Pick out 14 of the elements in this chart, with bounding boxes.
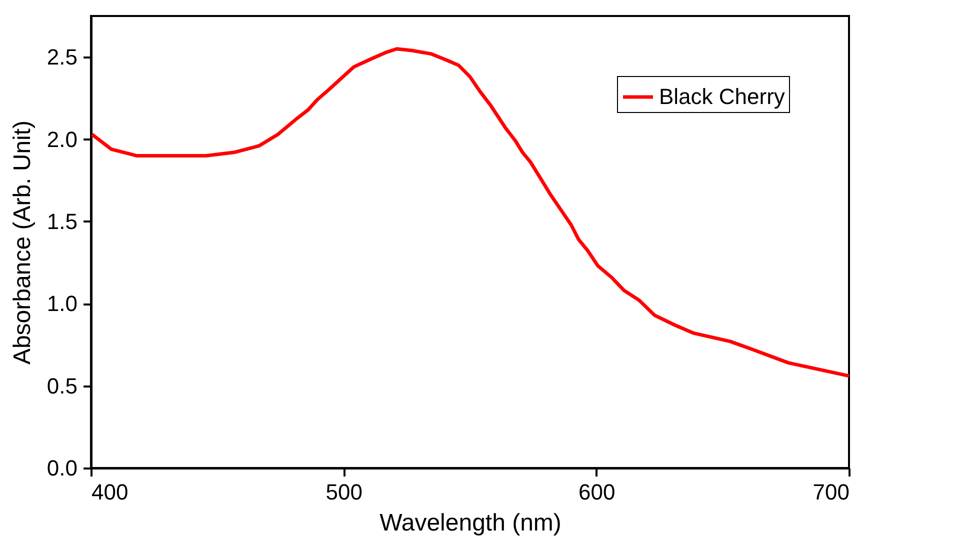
x-tick-label: 700	[812, 480, 850, 504]
line-series	[90, 47, 851, 378]
y-tick-label: 2.5	[46, 44, 78, 70]
y-axis-title: Absorbance (Arb. Unit)	[8, 120, 36, 365]
x-tick-label: 400	[92, 480, 128, 504]
y-tick-label: 0.0	[46, 456, 78, 480]
y-tick-label: 0.5	[46, 373, 78, 398]
y-tick-label: 1.5	[46, 208, 78, 234]
x-axis-title: Wavelength (nm)	[380, 510, 562, 536]
y-tick-label: 1.0	[46, 291, 78, 316]
legend-label: Black Cherry	[659, 84, 785, 109]
x-tick-label: 500	[326, 480, 363, 504]
y-tick-label: 2.0	[46, 126, 78, 152]
x-tick-label: 600	[578, 480, 616, 504]
